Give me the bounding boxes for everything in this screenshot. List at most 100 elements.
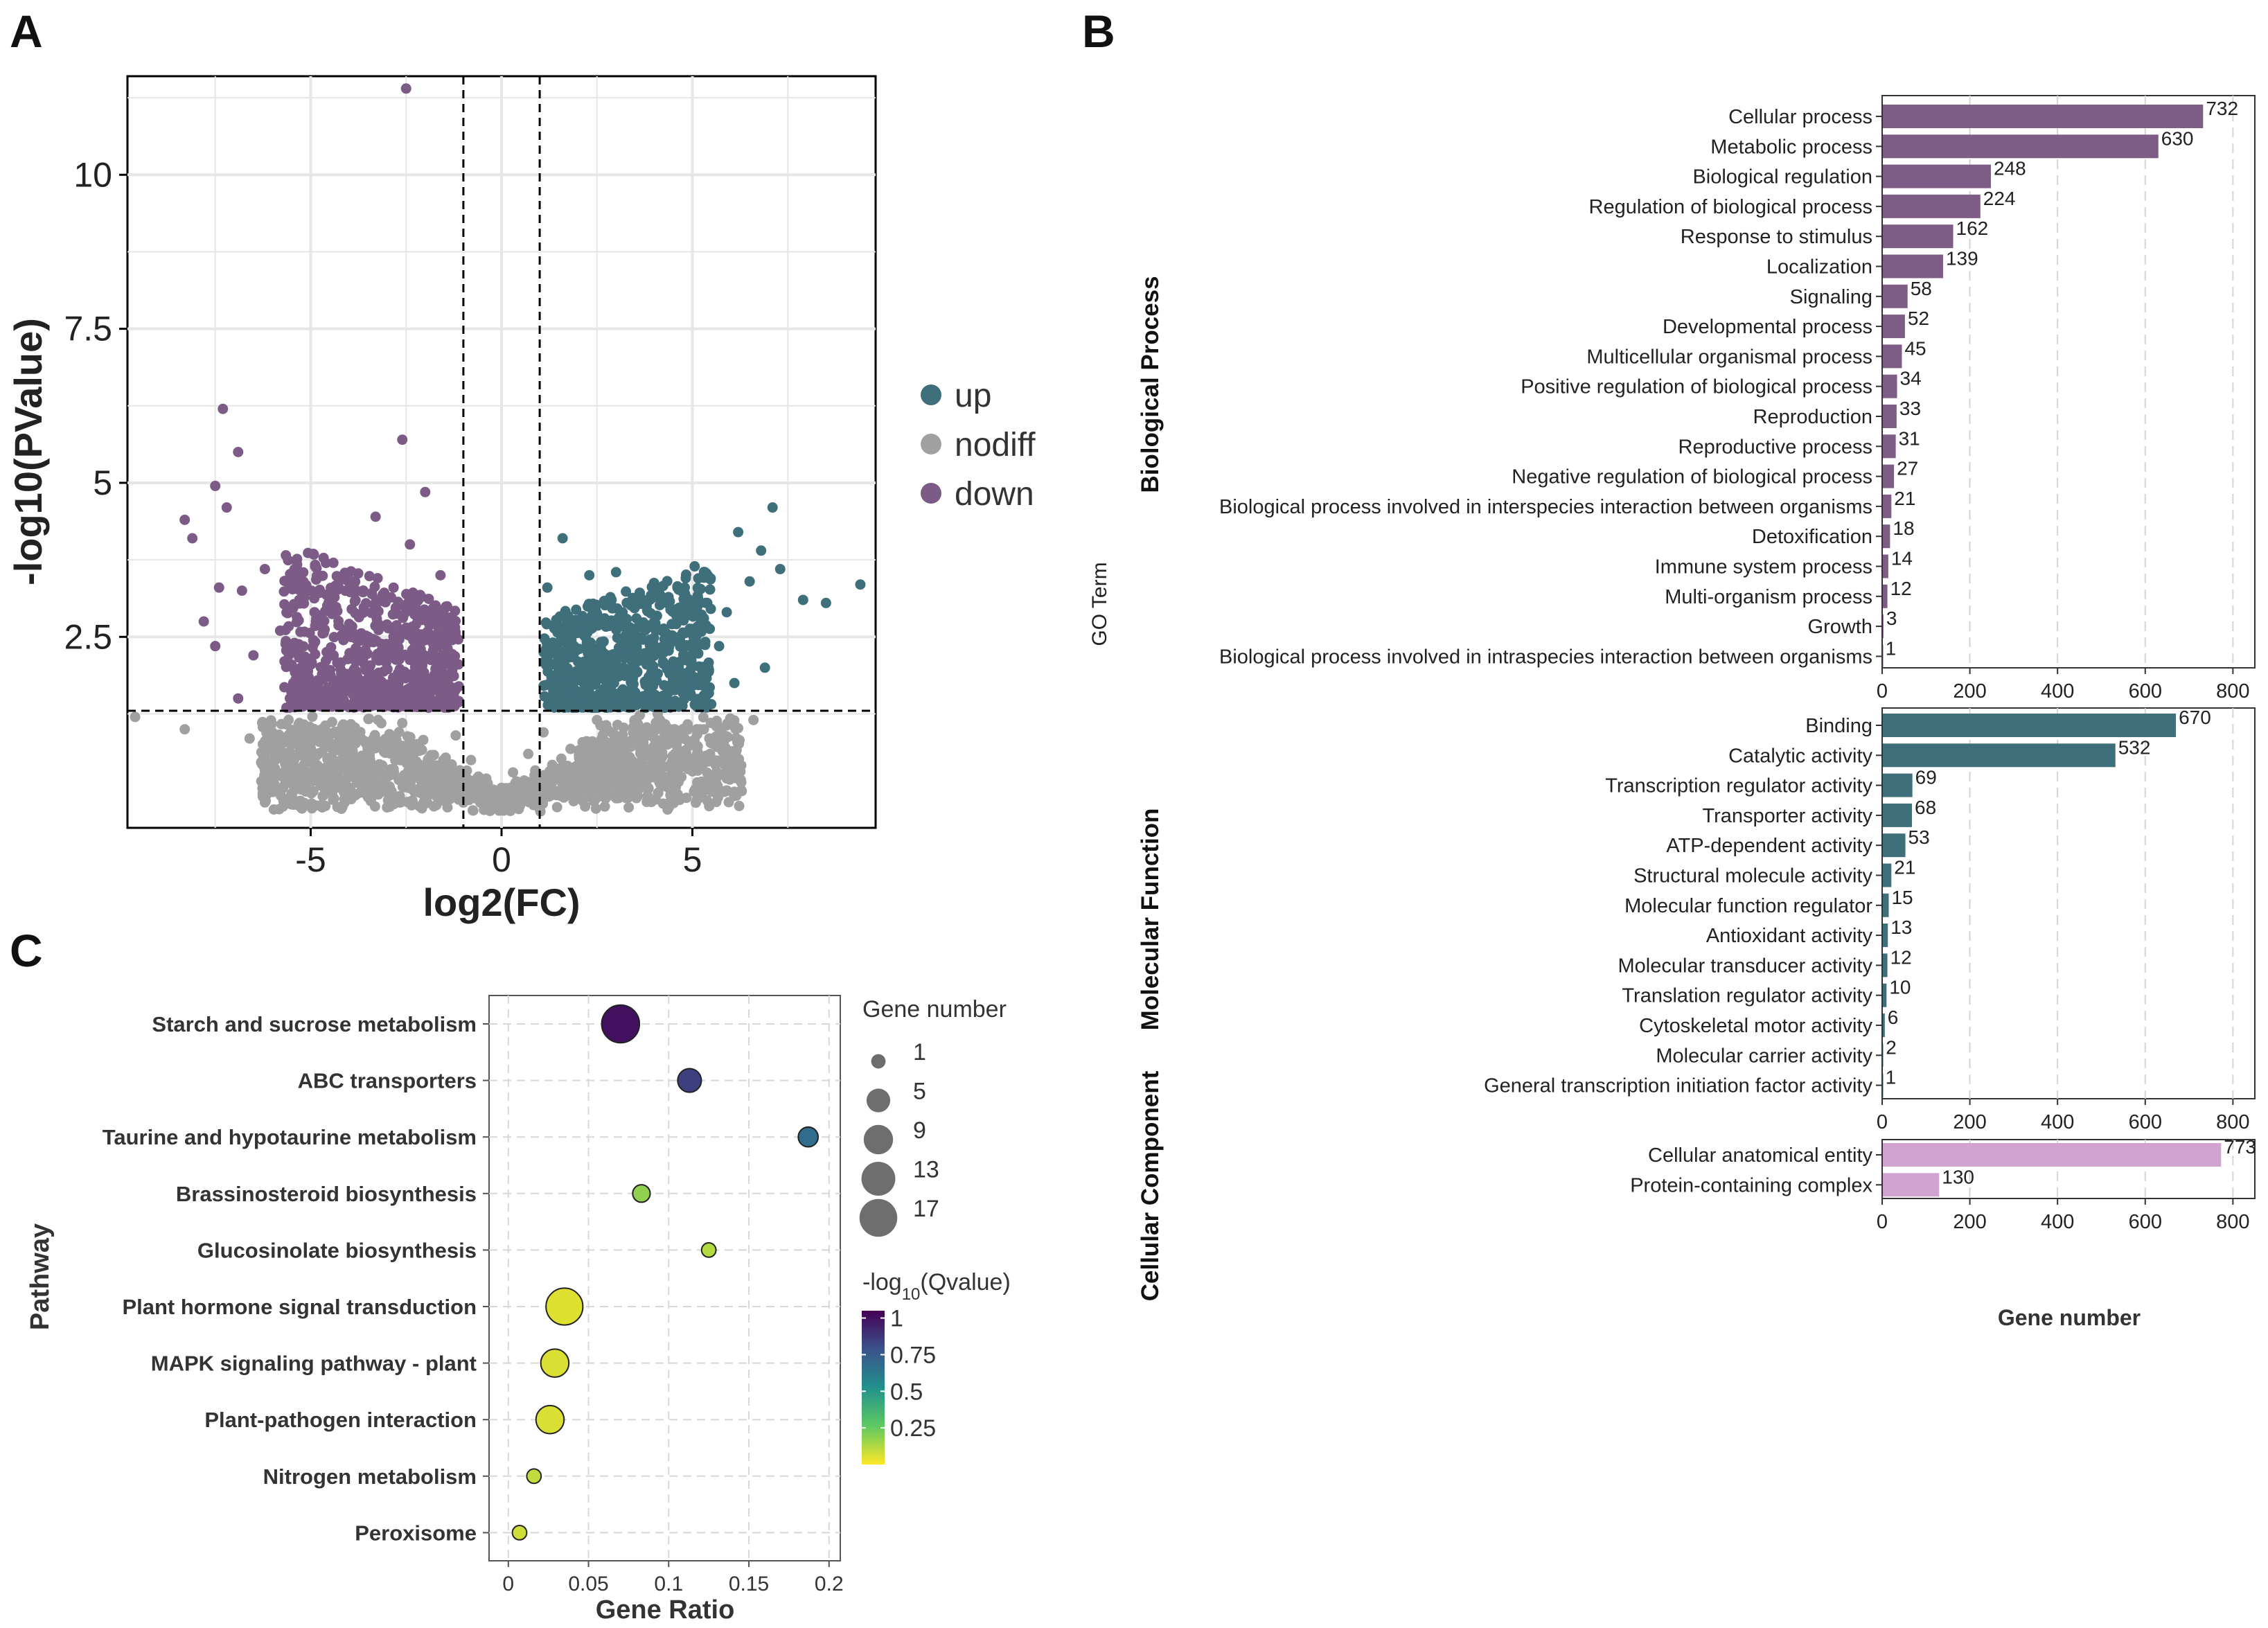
volcano-point-up	[542, 666, 553, 677]
size-legend-label: 9	[913, 1117, 926, 1144]
go-bar-bp	[1883, 614, 1884, 639]
volcano-point-up	[756, 545, 767, 556]
volcano-point-nodiff	[626, 779, 637, 790]
volcano-point-down	[233, 447, 244, 457]
volcano-point-nodiff	[318, 790, 329, 801]
volcano-point-nodiff	[711, 797, 722, 808]
volcano-point-up	[654, 599, 665, 610]
volcano-point-nodiff	[706, 786, 717, 797]
size-legend-circle	[863, 1124, 894, 1155]
volcano-point-up	[553, 683, 564, 694]
volcano-point-nodiff	[326, 743, 337, 754]
volcano-point-down	[362, 648, 373, 660]
volcano-point-up	[698, 639, 709, 650]
volcano-point-nodiff	[671, 740, 682, 751]
kegg-bubble-chart: 0 0.05 0.1 0.15 0.2 Starch and sucrose metabo…	[103, 995, 844, 1595]
volcano-point-up	[549, 644, 560, 655]
volcano-point-nodiff	[711, 772, 722, 783]
panel-label-b: B	[1082, 6, 1115, 57]
volcano-point-nodiff	[360, 759, 371, 770]
go-bar-value-mf: 10	[1889, 977, 1911, 998]
volcano-point-up	[592, 694, 603, 705]
volcano-point-up	[542, 582, 553, 593]
go-bar-bp	[1883, 105, 2204, 128]
go-category-bp: Positive regulation of biological proces…	[1521, 376, 1872, 398]
volcano-point-down	[378, 589, 389, 600]
volcano-point-up	[599, 613, 610, 624]
go-panel-frame-bp	[1881, 95, 2256, 669]
volcano-point-nodiff	[635, 760, 646, 771]
volcano-point-nodiff	[653, 787, 664, 798]
group-label-bp: Biological Process	[1137, 276, 1164, 493]
volcano-point-nodiff	[663, 798, 674, 809]
volcano-point-down	[405, 539, 416, 550]
volcano-point-nodiff	[512, 800, 523, 811]
volcano-point-down	[420, 486, 431, 497]
volcano-legend-label-down: down	[955, 476, 1034, 513]
volcano-point-down	[351, 656, 362, 667]
size-legend-circle	[866, 1088, 891, 1113]
go-category-bp: Multi-organism process	[1665, 586, 1872, 608]
group-label-mf: Molecular Function	[1137, 808, 1164, 1031]
go-category-mf: Translation regulator activity	[1622, 985, 1872, 1007]
volcano-point-down	[453, 681, 464, 692]
volcano-point-nodiff	[542, 781, 553, 793]
volcano-point-nodiff	[592, 714, 603, 725]
volcano-point-up	[697, 699, 708, 710]
volcano-point-nodiff	[627, 756, 638, 767]
pathway-bubble	[797, 1126, 820, 1148]
volcano-point-down	[377, 650, 388, 661]
volcano-point-up	[555, 694, 566, 705]
volcano-point-up	[573, 617, 584, 628]
volcano-point-nodiff	[734, 738, 745, 750]
volcano-point-nodiff	[267, 767, 278, 778]
volcano-point-nodiff	[605, 753, 616, 764]
go-bar-mf	[1883, 863, 1892, 887]
volcano-point-nodiff	[287, 787, 298, 798]
volcano-point-up	[702, 569, 714, 581]
volcano-point-up	[679, 582, 690, 593]
volcano-point-down	[346, 603, 357, 614]
volcano-point-down	[400, 622, 411, 633]
size-legend-title: Gene number	[862, 996, 1007, 1023]
volcano-point-down	[349, 629, 360, 640]
go-bar-mf	[1883, 1043, 1884, 1068]
volcano-point-nodiff	[393, 775, 405, 786]
go-bar-value-bp: 27	[1897, 458, 1918, 479]
volcano-point-nodiff	[326, 728, 337, 739]
volcano-point-nodiff	[508, 767, 519, 778]
volcano-point-up	[679, 628, 690, 639]
volcano-point-down	[388, 582, 399, 593]
volcano-point-nodiff	[547, 767, 558, 778]
go-bar-bp	[1883, 405, 1897, 428]
volcano-point-nodiff	[415, 775, 426, 786]
volcano-point-nodiff	[668, 765, 679, 776]
volcano-point-up	[689, 561, 700, 572]
go-bar-bp	[1883, 194, 1981, 218]
go-bar-value-bp: 12	[1890, 578, 1912, 599]
volcano-point-nodiff	[596, 733, 608, 744]
volcano-point-down	[327, 701, 338, 712]
volcano-point-up	[774, 563, 786, 574]
volcano-point-up	[651, 693, 662, 704]
volcano-point-up	[688, 611, 699, 622]
color-legend-label: 1	[890, 1306, 903, 1332]
volcano-point-down	[430, 663, 441, 674]
pathway-label: ABC transporters	[298, 1069, 477, 1093]
volcano-point-up	[621, 651, 632, 662]
volcano-point-nodiff	[721, 773, 732, 784]
go-bar-value-cc: 130	[1942, 1166, 1974, 1187]
volcano-point-nodiff	[734, 800, 745, 811]
volcano-point-nodiff	[729, 786, 740, 797]
volcano-point-down	[444, 612, 455, 623]
go-bar-value-mf: 12	[1890, 946, 1912, 968]
volcano-point-up	[705, 584, 716, 595]
volcano-point-nodiff	[659, 732, 671, 743]
volcano-point-up	[729, 678, 740, 689]
volcano-point-nodiff	[262, 727, 273, 738]
go-bar-bp	[1883, 584, 1888, 608]
volcano-point-nodiff	[496, 782, 507, 793]
volcano-point-nodiff	[603, 773, 614, 784]
volcano-point-nodiff	[538, 790, 549, 802]
bubble-x-tick: 0.05	[568, 1573, 608, 1595]
